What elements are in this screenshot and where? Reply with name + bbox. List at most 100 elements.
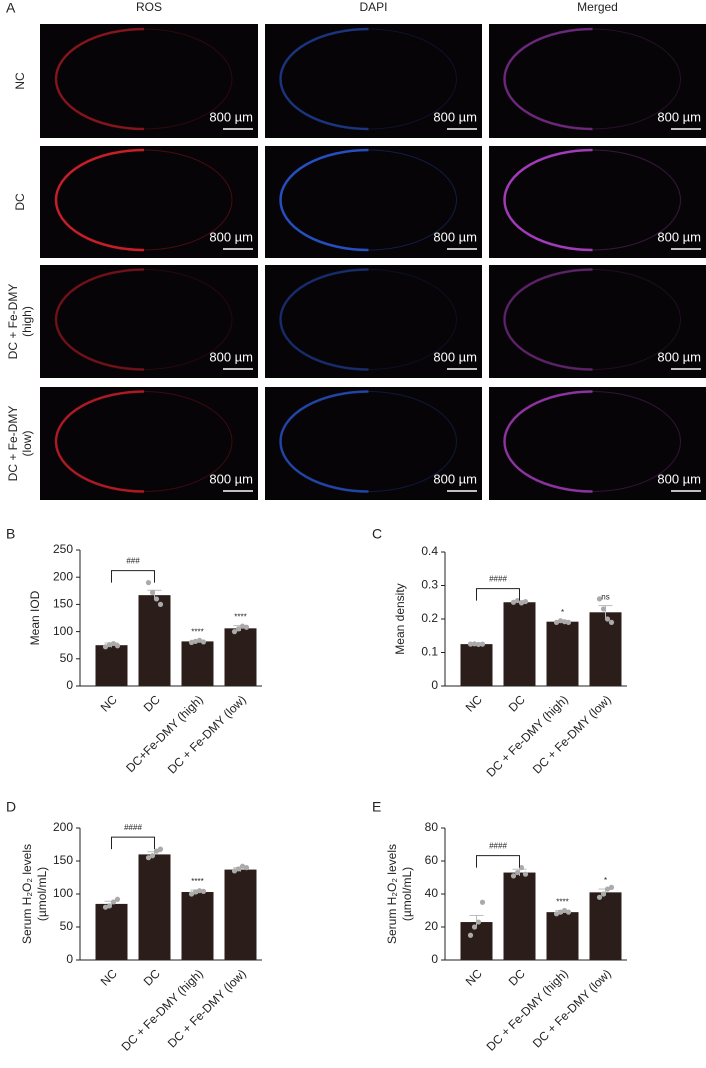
data-point xyxy=(600,606,607,612)
data-point xyxy=(196,888,203,894)
tissue-arc xyxy=(54,27,145,131)
tissue-ring xyxy=(280,269,457,370)
data-point xyxy=(145,580,152,586)
tissue-ring xyxy=(504,269,681,370)
scale-bar-label: 800 µm xyxy=(209,471,253,486)
y-tick-label: 150 xyxy=(53,853,73,867)
y-tick-label: 200 xyxy=(53,820,73,834)
y-axis-label: Serum H₂O₂ levels xyxy=(20,844,34,944)
comparison-bracket xyxy=(476,855,520,868)
bar xyxy=(138,854,171,960)
x-tick-label: DC xyxy=(506,692,528,714)
row-label: DC + Fe-DMY xyxy=(6,284,20,360)
scale-bar-label: 800 µm xyxy=(433,229,477,244)
data-point xyxy=(604,886,611,892)
row-label: (high) xyxy=(20,306,34,337)
tissue-arc xyxy=(54,390,145,493)
data-point xyxy=(510,873,517,879)
scale-bar-label: 800 µm xyxy=(209,109,253,124)
bar xyxy=(181,892,214,960)
column-header: DAPI xyxy=(359,0,387,14)
row-label: NC xyxy=(13,72,27,90)
significance-mark: * xyxy=(604,876,607,885)
data-point xyxy=(557,618,564,624)
micrograph xyxy=(489,265,706,378)
x-tick-label: DC xyxy=(506,966,528,988)
bar xyxy=(224,869,257,960)
bar xyxy=(589,612,622,686)
micrograph xyxy=(265,387,482,500)
bar xyxy=(181,641,214,686)
data-point xyxy=(596,596,603,602)
data-point xyxy=(565,619,572,625)
scale-bar-label: 800 µm xyxy=(657,109,701,124)
comparison-label: #### xyxy=(489,575,507,584)
scale-bar-label: 800 µm xyxy=(209,229,253,244)
tissue-ring xyxy=(55,269,233,370)
tissue-arc xyxy=(279,268,369,371)
micrograph xyxy=(489,146,706,258)
y-tick-label: 100 xyxy=(53,624,73,638)
tissue-arc xyxy=(279,27,369,131)
data-point xyxy=(471,924,478,930)
data-point xyxy=(102,644,109,650)
x-tick-label: DC + Fe-DMY (high) xyxy=(484,692,571,779)
y-tick-label: 0 xyxy=(66,952,73,966)
y-tick-label: 0 xyxy=(66,678,73,692)
data-point xyxy=(596,894,603,900)
data-point xyxy=(196,637,203,643)
y-tick-label: 0.2 xyxy=(421,611,438,625)
tissue-arc xyxy=(54,148,145,252)
data-point xyxy=(565,909,572,915)
data-point xyxy=(149,853,156,859)
comparison-bracket xyxy=(111,836,155,850)
bar xyxy=(589,892,622,960)
data-point xyxy=(510,599,517,605)
x-tick-label: DC + Fe-DMY (low) xyxy=(165,966,249,1050)
micrograph xyxy=(40,265,258,378)
comparison-label: ### xyxy=(126,557,140,566)
y-tick-label: 200 xyxy=(53,569,73,583)
data-point xyxy=(188,639,195,646)
x-tick-label: NC xyxy=(463,692,485,714)
data-point xyxy=(239,863,246,869)
y-axis-label: Mean IOD xyxy=(28,590,42,645)
y-tick-label: 0.4 xyxy=(421,544,438,558)
data-point xyxy=(475,641,482,648)
data-point xyxy=(604,616,611,622)
y-axis-label: Mean density xyxy=(393,583,407,654)
panel-label: B xyxy=(6,526,15,542)
micrograph xyxy=(40,387,258,500)
data-point xyxy=(475,919,482,925)
data-point xyxy=(145,855,152,861)
x-tick-label: DC + Fe-DMY (low) xyxy=(530,692,614,776)
comparison-bracket xyxy=(111,570,155,583)
scale-bar-label: 800 µm xyxy=(433,109,477,124)
x-tick-label: DC xyxy=(141,692,163,714)
data-point xyxy=(188,891,195,897)
data-point xyxy=(239,623,246,629)
data-point xyxy=(479,641,486,647)
y-tick-label: 0.1 xyxy=(421,645,438,659)
data-point xyxy=(157,601,164,608)
comparison-bracket xyxy=(476,588,520,601)
bar xyxy=(546,621,579,686)
data-point xyxy=(231,868,238,874)
micrograph xyxy=(265,24,482,138)
x-tick-label: DC xyxy=(141,966,163,988)
data-point xyxy=(522,598,529,605)
y-tick-label: 0.3 xyxy=(421,578,438,592)
scale-bar-label: 800 µm xyxy=(209,349,253,364)
data-point xyxy=(200,639,207,645)
significance-mark: **** xyxy=(191,877,203,886)
y-axis-label: (µmol/mL) xyxy=(400,867,414,921)
y-tick-label: 250 xyxy=(53,542,73,556)
bar xyxy=(95,903,128,960)
micrograph xyxy=(489,387,706,500)
scale-bar-label: 800 µm xyxy=(657,471,701,486)
bar xyxy=(503,872,536,960)
data-point xyxy=(153,848,160,854)
significance-mark: ns xyxy=(601,593,609,602)
tissue-arc xyxy=(54,268,145,371)
significance-mark: **** xyxy=(556,898,568,907)
